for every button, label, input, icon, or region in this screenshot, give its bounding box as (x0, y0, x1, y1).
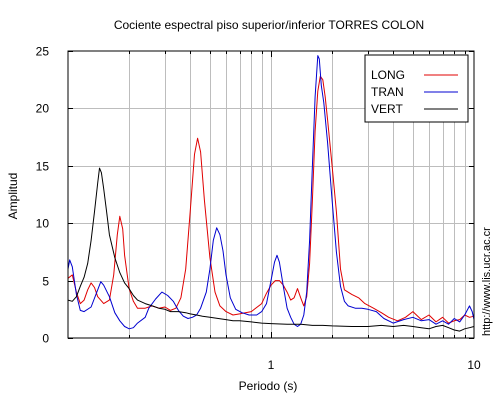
side-url-text: http://www.lis.ucr.ac.cr (481, 227, 493, 336)
chart-title: Cociente espectral piso superior/inferio… (114, 18, 424, 32)
y-tick-label: 0 (42, 332, 49, 346)
y-tick-label: 15 (36, 160, 50, 174)
legend-box (364, 54, 469, 123)
series-line-vert (67, 167, 475, 332)
x-tick-label: 1 (268, 358, 275, 372)
legend-label-vert: VERT (371, 102, 403, 116)
y-tick-label: 10 (36, 217, 50, 231)
axis-ticks: 0 5 10 15 20 25 1 10 (36, 45, 481, 373)
x-axis-label: Periodo (s) (239, 379, 298, 393)
y-tick-label: 5 (42, 275, 49, 289)
legend-label-tran: TRAN (371, 85, 404, 99)
series-line-long (67, 75, 475, 324)
y-tick-label: 25 (36, 45, 50, 59)
x-tick-label: 10 (467, 358, 481, 372)
legend-label-long: LONG (371, 68, 405, 82)
y-tick-label: 20 (36, 102, 50, 116)
legend: LONG TRAN VERT (364, 54, 469, 123)
y-axis-label: Amplitud (6, 173, 20, 220)
series-group (67, 55, 475, 332)
series-line-tran (67, 55, 475, 330)
